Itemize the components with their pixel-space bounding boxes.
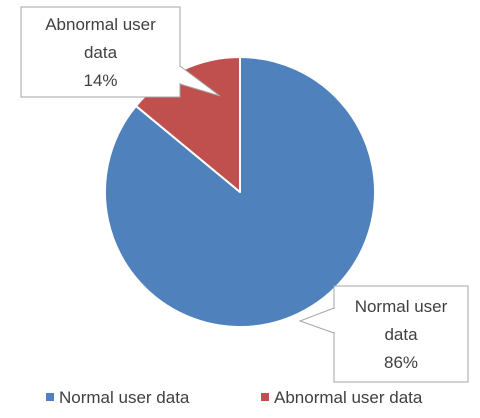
legend-label: Abnormal user data [274,388,423,407]
data-label-pointer [298,307,335,334]
pie-slices [104,56,376,328]
data-label-name: data [384,325,418,344]
data-label-box [20,6,181,98]
data-label-name: Normal user [355,297,448,316]
data-label-abnormal: Abnormal user data 14% [20,6,221,98]
legend-label: Normal user data [59,388,190,407]
legend: Normal user data Abnormal user data [46,388,423,407]
data-label-callouts: Normal user data 86% Abnormal user data 14% [20,6,469,383]
legend-item-abnormal: Abnormal user data [261,388,423,407]
legend-swatch [46,393,54,401]
data-label-value: 14% [83,71,117,90]
legend-swatch [261,393,269,401]
data-label-value: 86% [384,353,418,372]
legend-item-normal: Normal user data [46,388,190,407]
data-label-box [333,285,469,383]
data-label-normal: Normal user data 86% [298,285,469,383]
data-label-name: data [84,43,118,62]
data-label-name: Abnormal user [45,15,156,34]
